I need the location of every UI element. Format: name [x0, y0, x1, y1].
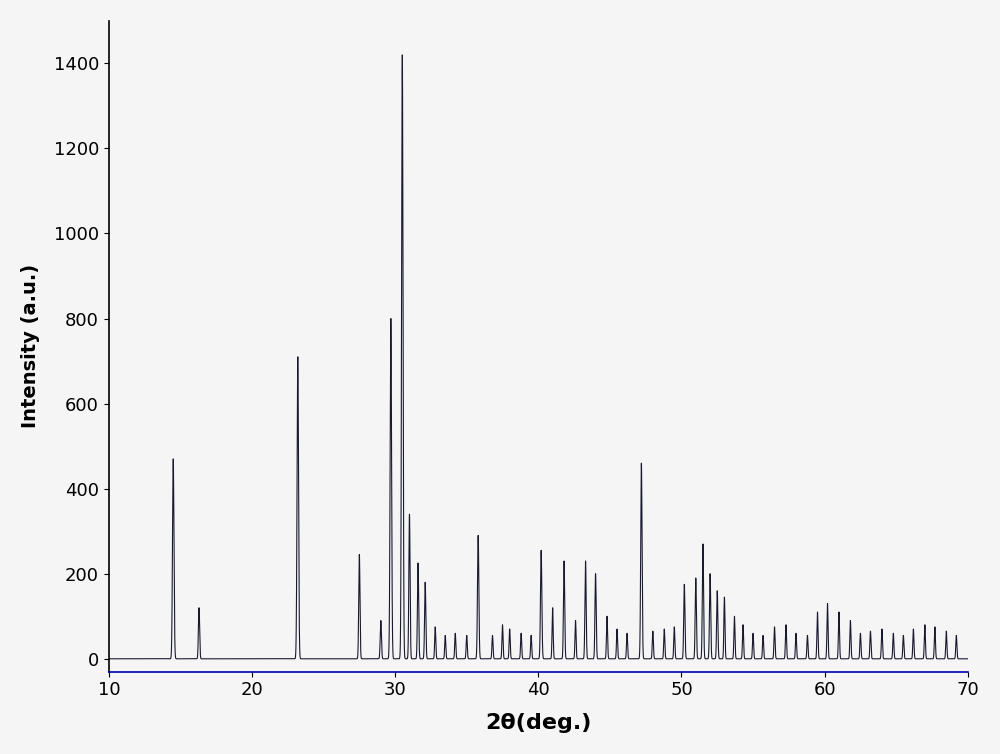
- X-axis label: 2θ(deg.): 2θ(deg.): [485, 713, 591, 733]
- Y-axis label: Intensity (a.u.): Intensity (a.u.): [21, 264, 40, 428]
